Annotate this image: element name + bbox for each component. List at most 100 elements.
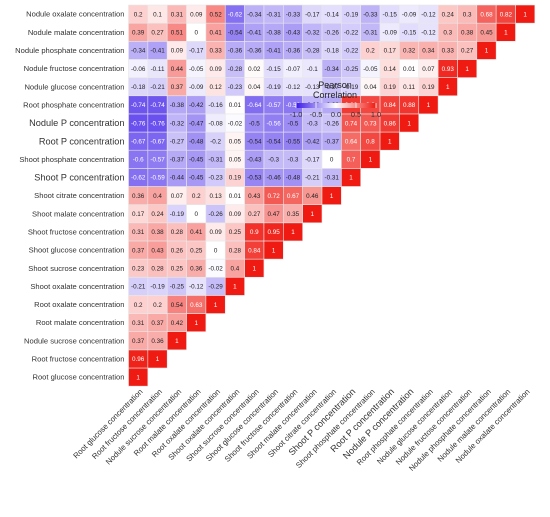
row-label: Shoot glucose concentration [29, 246, 125, 255]
cell-value-label: 0.34 [422, 48, 435, 55]
cell-value-label: 1 [485, 48, 489, 55]
cell-value-label: -0.14 [325, 11, 340, 18]
cell-value-label: -0.57 [266, 102, 281, 109]
cell-value-label: -0.37 [325, 138, 340, 145]
cell-value-label: -0.31 [363, 30, 378, 37]
cell-value-label: -0.23 [228, 84, 243, 91]
cell-value-label: -0.02 [208, 265, 223, 272]
cell-value-label: -0.6 [133, 157, 144, 164]
cell-value-label: 0.4 [153, 193, 162, 200]
legend: Pearson Correlation -1.0 -0.5 0.0 0.5 1.0 [290, 80, 382, 119]
legend-tick-labels: -1.0 -0.5 0.0 0.5 1.0 [290, 103, 381, 119]
cell-value-label: 0.37 [132, 247, 145, 254]
row-label: Shoot phosphate concentration [19, 155, 124, 164]
cell-value-label: 0.32 [403, 48, 416, 55]
cell-value-label: -0.26 [325, 120, 340, 127]
cell-value-label: 0.13 [209, 193, 222, 200]
legend-tick-label: -0.5 [310, 110, 323, 119]
cell-value-label: -0.27 [325, 84, 340, 91]
cell-value-label: 0.35 [287, 211, 300, 218]
cell-value-label: -0.18 [131, 84, 146, 91]
cell-value-label: 0.7 [347, 157, 356, 164]
cell-value-label: 0.28 [151, 265, 164, 272]
cell-value-label: -0.43 [286, 30, 301, 37]
cell-value-label: 0.09 [209, 66, 222, 73]
row-label: Shoot fructose concentration [28, 227, 125, 236]
cell-value-label: -0.31 [208, 157, 223, 164]
cell-value-label: -0.32 [170, 120, 185, 127]
cell-value-label: 1 [253, 265, 257, 272]
cell-value-label: -0.53 [247, 175, 262, 182]
cell-value-label: -0.18 [325, 48, 340, 55]
cell-value-label: -0.23 [208, 175, 223, 182]
cell-value-label: 0.09 [209, 229, 222, 236]
cell-value-label: -0.3 [268, 157, 279, 164]
cell-value-label: -0.42 [305, 138, 320, 145]
cell-value-label: 0.04 [364, 84, 377, 91]
cell-value-label: -0.43 [247, 157, 262, 164]
cell-value-label: 0.2 [153, 302, 162, 309]
cell-value-label: -0.48 [286, 175, 301, 182]
cell-value-label: 0.12 [209, 84, 222, 91]
cell-value-label: 0.93 [442, 66, 455, 73]
cell-value-label: 0.8 [366, 138, 375, 145]
cell-value-label: -0.64 [247, 102, 262, 109]
cell-value-label: -0.19 [150, 284, 165, 291]
cell-value-label: -0.44 [170, 175, 185, 182]
cell-value-label: 0.36 [190, 265, 203, 272]
cell-value-label: -0.45 [189, 175, 204, 182]
cell-value-label: -0.38 [170, 102, 185, 109]
cell-value-label: -0.5 [288, 120, 299, 127]
cell-value-label: 0.68 [480, 11, 493, 18]
cell-value-label: -0.09 [402, 11, 417, 18]
cell-value-label: -0.36 [247, 48, 262, 55]
cell-value-label: 0.2 [134, 11, 143, 18]
cell-value-label: -0.02 [228, 120, 243, 127]
cell-value-label: -0.25 [170, 284, 185, 291]
cell-value-label: -0.48 [189, 138, 204, 145]
cell-value-label: 1 [175, 338, 179, 345]
legend-title-line: Correlation [313, 90, 357, 100]
cell-value-label: -0.34 [131, 48, 146, 55]
cell-value-label: -0.56 [266, 120, 281, 127]
cell-value-label: 0.84 [248, 247, 261, 254]
cell-value-label: 1 [330, 193, 334, 200]
cell-value-label: -0.5 [249, 120, 260, 127]
cell-value-label: -0.41 [150, 48, 165, 55]
row-label: Nodule sucrose concentration [24, 336, 124, 345]
cell-value-label: -0.74 [150, 102, 165, 109]
cell-value-label: 0.44 [171, 66, 184, 73]
cell-value-label: 1 [349, 175, 353, 182]
cell-value-label: -0.13 [305, 84, 320, 91]
cell-value-label: -0.32 [305, 30, 320, 37]
cell-value-label: 0.25 [190, 247, 203, 254]
cell-value-label: -0.26 [325, 30, 340, 37]
cell-value-label: -0.19 [344, 84, 359, 91]
cell-value-label: 0.37 [132, 338, 145, 345]
cell-value-label: 0.31 [171, 11, 184, 18]
row-label: Root glucose concentration [32, 373, 124, 382]
legend-tick-label: -1.0 [290, 110, 303, 119]
cell-value-label: 0.43 [248, 193, 261, 200]
cell-value-label: 1 [446, 84, 450, 91]
cell-value-label: -0.34 [325, 66, 340, 73]
cell-value-label: -0.12 [421, 11, 436, 18]
row-label: Nodule fructose concentration [24, 64, 125, 73]
cell-value-label: -0.36 [286, 48, 301, 55]
cell-value-label: -0.34 [247, 11, 262, 18]
cell-value-label: -0.55 [286, 138, 301, 145]
cell-value-label: 0.33 [442, 48, 455, 55]
cell-value-label: 0.14 [384, 66, 397, 73]
cell-value-label: -0.28 [228, 66, 243, 73]
cell-value-label: 1 [233, 284, 237, 291]
cell-value-label: 0.37 [171, 84, 184, 91]
cell-value-label: 0.28 [171, 229, 184, 236]
cell-value-label: -0.05 [189, 66, 204, 73]
cell-value-label: 0.37 [151, 320, 164, 327]
cell-value-label: -0.11 [151, 66, 165, 73]
cell-value-label: 0.47 [267, 211, 280, 218]
cell-value-label: 0.41 [190, 229, 203, 236]
cell-value-label: 0.23 [132, 265, 145, 272]
cell-value-label: 0.36 [151, 338, 164, 345]
heatmap-cells [128, 4, 536, 387]
